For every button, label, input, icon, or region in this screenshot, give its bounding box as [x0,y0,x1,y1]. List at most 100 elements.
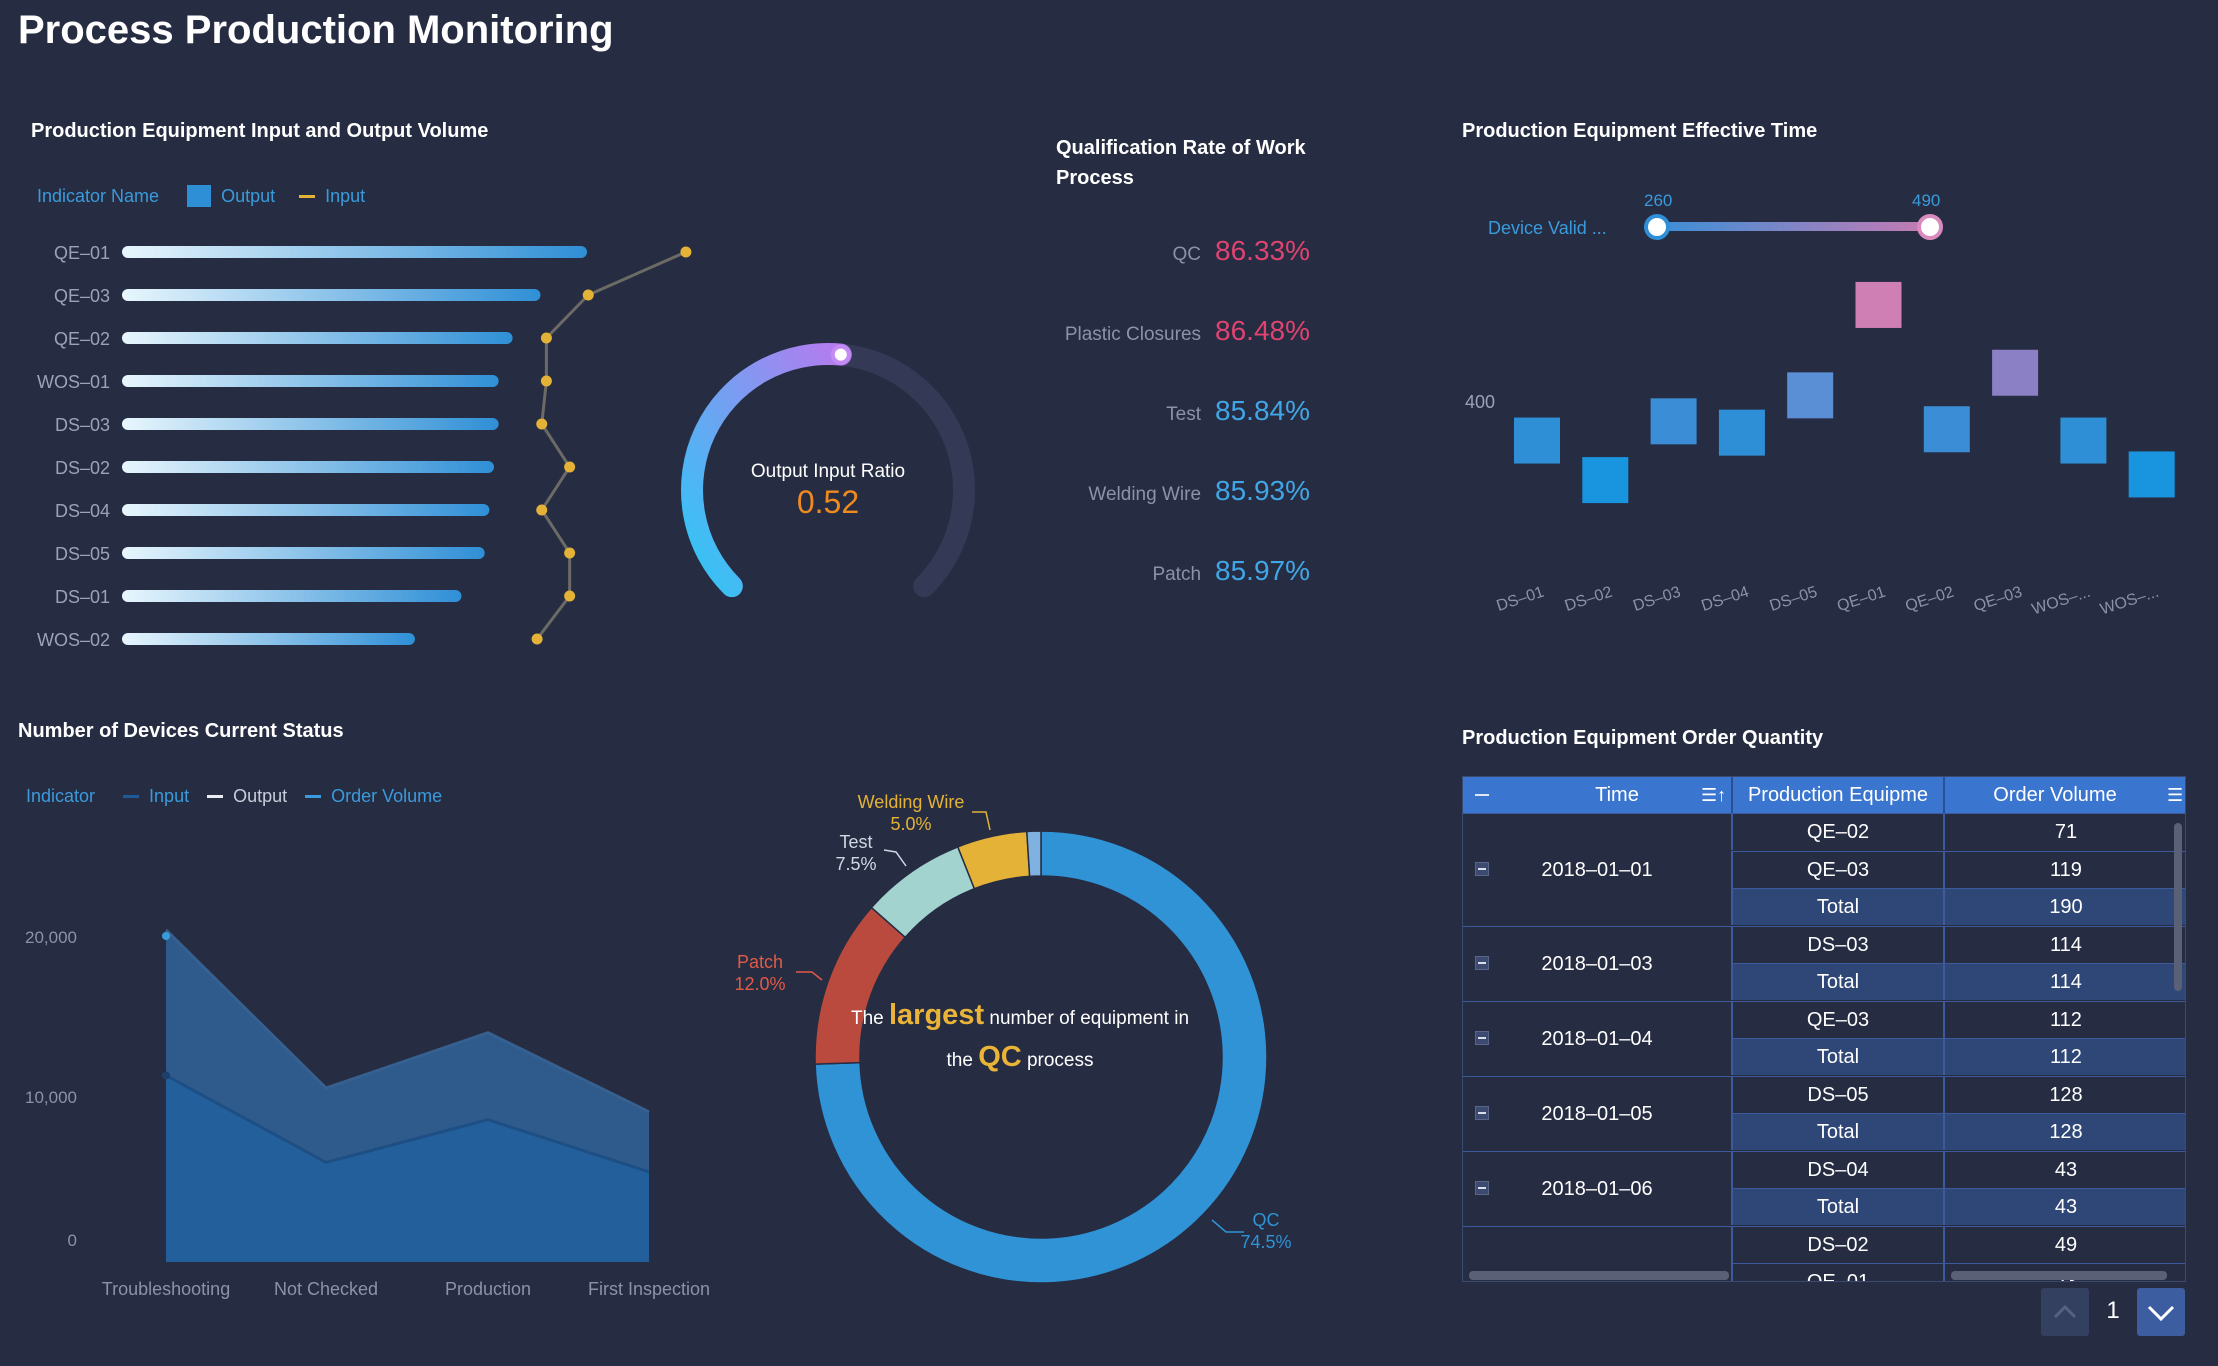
horizontal-scrollbar-left[interactable] [1469,1271,1729,1280]
vertical-scrollbar[interactable] [2174,823,2182,991]
donut-center-highlight1: largest [889,999,985,1031]
io-output-bar [122,289,541,301]
equipment-cell: QE–03 [1731,1000,1943,1038]
donut-leader-line [796,971,823,981]
io-legend-input[interactable]: Input [325,185,366,206]
collapse-group-icon[interactable] [1475,1031,1489,1045]
area-xtick: First Inspection [588,1279,710,1299]
donut-percent: 12.0% [734,974,785,994]
equipment-cell: QE–02 [1731,813,1943,850]
io-output-bar [122,461,494,473]
donut-center-text: The largest number of equipment in the Q… [820,996,1220,1080]
col-equipment[interactable]: Production Equipme [1747,784,1929,806]
device-status-legend: Indicator Input Output Order Volume [26,786,442,807]
sort-icon[interactable]: ☰↑ [1701,785,1727,805]
io-output-bar [122,332,513,344]
io-input-point [680,246,692,258]
io-input-point [564,461,576,473]
io-legend: Indicator Name Output Input [37,185,365,207]
effective-time-point [2060,417,2107,464]
effective-time-point [1718,409,1765,456]
io-input-point [540,332,552,344]
equipment-cell: Total [1731,1113,1943,1150]
donut-slice [870,845,976,939]
qualification-name: Welding Wire [1088,484,1202,505]
effective-time-point [1992,349,2039,396]
io-category-label: DS–05 [55,544,110,564]
orders-title: Production Equipment Order Quantity [1462,727,1824,749]
col-time[interactable]: Time [1595,784,1639,806]
equipment-cell: Total [1731,1038,1943,1075]
col-divider [1943,777,1945,813]
device-status-title: Number of Devices Current Status [18,720,344,742]
page-title: Process Production Monitoring [18,8,614,52]
io-legend-output[interactable]: Output [221,185,276,206]
next-page-button[interactable] [2137,1288,2185,1336]
area-xtick: Not Checked [274,1279,378,1299]
io-category-label: QE–01 [54,243,110,263]
qualification-value: 86.33% [1215,235,1310,266]
effective-time-point [1650,398,1697,445]
io-input-point [531,633,543,645]
area-ytick: 20,000 [25,928,77,947]
equipment-cell: QE–03 [1731,850,1943,888]
qualification-name: Plastic Closures [1064,324,1202,345]
donut-label: Patch [737,952,783,972]
effective-time-point [1923,406,1970,453]
group-date: 2018–01–05 [1463,1075,1731,1151]
effective-time-title: Production Equipment Effective Time [1462,120,1818,142]
io-input-point [536,504,548,516]
ds-legend-output[interactable]: Output [233,786,288,806]
io-input-point [582,289,594,301]
effective-time-xtick: QE–02 [1903,584,1956,616]
page-number: 1 [2106,1297,2120,1324]
order-line-icon [305,795,322,798]
slider-label: Device Valid ... [1488,218,1607,238]
orders-table-body: 2018–01–01 QE–02 71 QE–03 119 Total 190 2018–01… [1463,813,2185,1281]
area-xtick: Production [445,1279,531,1299]
slider-track[interactable] [1656,222,1931,231]
qualification-row: Test 85.84% [1166,395,1310,427]
slider-min-handle[interactable] [1644,214,1670,240]
qualification-row: QC 86.33% [1173,235,1310,267]
io-category-label: QE–03 [54,286,110,306]
equipment-cell: Total [1731,888,1943,925]
collapse-all-icon[interactable] [1475,794,1489,796]
volume-cell: 49 [1943,1225,2185,1263]
line-output [164,928,650,1114]
col-volume[interactable]: Order Volume [1993,784,2117,806]
equipment-cell: Total [1731,963,1943,1000]
donut-center-pre: The [850,1008,884,1029]
qualification-row: Welding Wire 85.93% [1088,475,1310,507]
prev-page-button[interactable] [2041,1288,2089,1336]
collapse-group-icon[interactable] [1475,956,1489,970]
effective-time-point [1514,417,1560,464]
effective-time-point [1855,281,1902,328]
ds-legend-indicator: Indicator [26,786,96,806]
effective-time-ytick: 400 [1465,392,1495,412]
qualification-row: Plastic Closures 86.48% [1065,315,1310,347]
io-output-bar [122,590,462,602]
slider-max-handle[interactable] [1917,214,1943,240]
io-chart: QE–01 QE–03 QE–02 WOS–01 DS–03 DS–02 DS–04 DS–0… [37,243,692,650]
horizontal-scrollbar-right[interactable] [1951,1271,2167,1280]
donut-label: Test [839,832,872,852]
effective-time-xtick: QE–01 [1835,584,1888,616]
qualification-name: QC [1172,244,1202,265]
effective-time-point [2128,451,2175,498]
effective-time-point [1582,457,1629,504]
collapse-group-icon[interactable] [1475,1106,1489,1120]
collapse-group-icon[interactable] [1475,1181,1489,1195]
ds-legend-input[interactable]: Input [149,786,190,806]
chevron-down-icon [2147,1305,2175,1322]
sort-icon[interactable]: ☰↕ [2167,785,2185,805]
collapse-group-icon[interactable] [1475,862,1489,877]
ds-legend-order[interactable]: Order Volume [331,786,443,806]
io-output-bar [122,547,485,559]
io-panel-title: Production Equipment Input and Output Vo… [31,120,489,142]
volume-cell: 112 [1943,1000,2185,1038]
equipment-cell: QE–01 [1731,1263,1943,1281]
io-legend-indicator: Indicator Name [37,185,160,206]
qualification-value: 85.93% [1215,475,1310,506]
equipment-cell: Total [1731,1188,1943,1225]
